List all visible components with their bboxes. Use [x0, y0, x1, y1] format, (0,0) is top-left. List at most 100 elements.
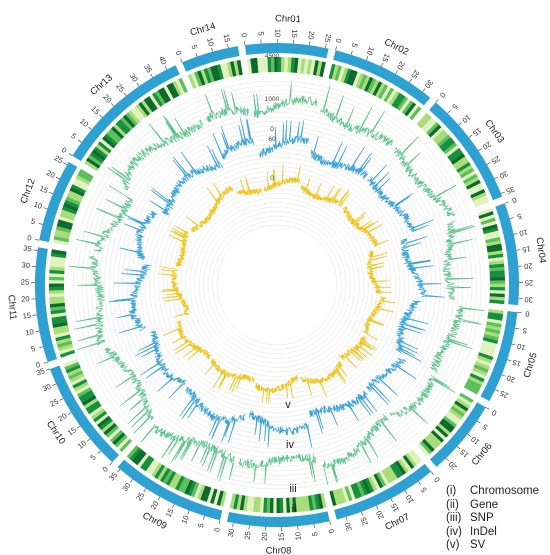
gene-density-bin [206, 66, 215, 83]
sv-line [168, 225, 189, 267]
gene-density-bin [290, 57, 296, 73]
tick-label: 20 [21, 294, 30, 303]
gene-density-bin [143, 97, 156, 113]
gene-density-bin [187, 480, 197, 497]
gene-density-bin [230, 61, 237, 77]
gene-density-bin [263, 57, 269, 73]
tick-label: 0 [334, 38, 344, 44]
tick-label: 5 [89, 453, 98, 462]
gene-density-bin [68, 370, 84, 380]
tick-mark [33, 249, 38, 251]
tick-mark [500, 191, 505, 194]
tick-label: 5 [310, 531, 320, 536]
legend-label: SV [470, 539, 486, 552]
tick-mark [164, 65, 168, 70]
gene-density-bin [163, 85, 174, 101]
gene-density-bin [380, 85, 392, 101]
gene-density-bin [253, 57, 259, 74]
gene-density-bin [232, 493, 240, 510]
gene-density-bin [378, 470, 390, 486]
gene-density-bin [474, 198, 490, 208]
tick-label: 15 [389, 502, 401, 514]
snp-line [140, 423, 235, 481]
gene-density-bin [112, 432, 126, 446]
gene-density-bin [103, 422, 117, 436]
gene-density-bin [300, 58, 306, 74]
gene-density-bin [106, 131, 120, 144]
tick-label: 15 [380, 52, 392, 63]
tick-mark [457, 446, 461, 450]
chromosome-segment [50, 365, 120, 463]
gene-density-bin [171, 474, 182, 489]
snp-line [442, 220, 476, 301]
gene-density-bin [133, 105, 146, 120]
chromosome-label: Chr07 [383, 511, 411, 533]
tick-label: 15 [277, 533, 286, 542]
sv-line [342, 206, 389, 247]
tick-mark [501, 374, 506, 377]
gene-density-bin [397, 458, 409, 474]
gene-density-bin [461, 170, 477, 182]
gene-density-bin [282, 497, 287, 513]
gene-density-bin [487, 315, 503, 321]
legend-number: (iv) [446, 525, 462, 538]
indel-line [179, 386, 245, 444]
gene-density-bin [54, 232, 70, 240]
chromosome-segment [39, 161, 78, 243]
indel-line [149, 145, 224, 216]
gene-density-bin [216, 64, 224, 80]
gene-density-bin [341, 487, 350, 503]
gene-density-bin [145, 459, 157, 474]
gene-density-bin [426, 434, 440, 448]
tick-label: 10 [365, 45, 376, 56]
gene-density-bin [352, 71, 362, 88]
gene-density-bin [166, 83, 177, 99]
tick-mark [78, 139, 82, 143]
sv-line [264, 163, 301, 192]
gene-density-bin [484, 233, 500, 241]
gene-density-bin [329, 490, 337, 507]
grid-circle [140, 148, 414, 422]
sv-line [300, 177, 350, 208]
gene-density-bin [312, 60, 320, 76]
gene-density-bin [489, 270, 505, 275]
gene-density-bin [358, 74, 368, 90]
gene-density-bin [181, 478, 191, 494]
tick-label: 25 [498, 389, 509, 401]
gene-density-bin [96, 415, 111, 428]
gene-density-bin [262, 497, 268, 513]
tick-mark [63, 162, 68, 165]
gene-density-bin [226, 61, 234, 78]
chromosome-label: Chr11 [5, 294, 18, 320]
gene-density-bin [109, 429, 124, 443]
gene-density-bin [475, 358, 492, 367]
gene-density-bin [148, 460, 160, 476]
track-id-label: v [285, 399, 291, 411]
gene-density-bin [469, 372, 485, 383]
gene-density-bin [53, 324, 69, 332]
grid-circle [117, 125, 437, 445]
tick-mark [329, 521, 331, 526]
tick-mark [35, 239, 40, 241]
tick-label: 25 [134, 491, 146, 503]
gene-density-bin [49, 299, 65, 305]
indel-line [212, 117, 255, 160]
gene-density-bin [482, 223, 498, 232]
gene-density-bin [61, 206, 78, 215]
tick-label: 20 [524, 261, 533, 271]
gene-density-bin [434, 132, 449, 145]
tick-label: 0 [327, 528, 337, 534]
gene-density-bin [384, 467, 395, 482]
tick-label: 30 [524, 295, 533, 304]
gene-density-bin [267, 57, 272, 73]
track-axis-value: 1000 [265, 96, 280, 103]
grid-circle [162, 170, 392, 400]
gene-density-bin [446, 410, 461, 423]
gene-density-bin [72, 378, 88, 389]
gene-density-bin [71, 183, 87, 194]
gene-density-bin [209, 488, 218, 504]
tick-mark [123, 92, 127, 96]
tick-label: 25 [48, 397, 60, 409]
gene-density-bin [483, 227, 499, 235]
gene-density-bin [125, 112, 138, 126]
